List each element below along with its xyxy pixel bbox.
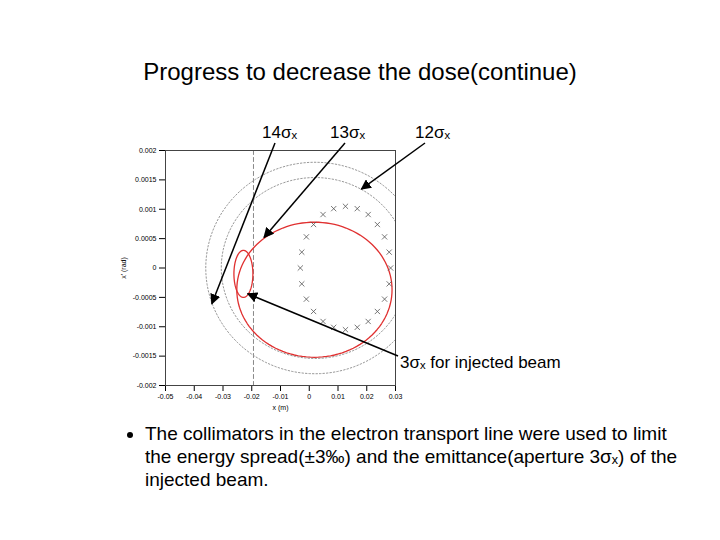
svg-text:-0.002: -0.002 [137,382,157,389]
svg-text:0: 0 [307,393,311,400]
html-text:Progress to decrease the dose(: Progress to decrease the dose(continue) [143,58,577,85]
svg-text:x (m): x (m) [273,404,289,412]
svg-text:0.03: 0.03 [389,393,403,400]
svg-text:0.0005: 0.0005 [135,235,157,242]
svg-text:-0.04: -0.04 [186,393,202,400]
svg-text:13σₓ: 13σₓ [330,123,365,142]
svg-text:-0.0015: -0.0015 [133,352,157,359]
svg-text:3σₓ for injected beam: 3σₓ for injected beam [400,353,561,372]
svg-text:-0.03: -0.03 [215,393,231,400]
svg-text:0: 0 [153,264,157,271]
svg-text:-0.02: -0.02 [244,393,260,400]
svg-text:-0.001: -0.001 [137,323,157,330]
svg-text:x' (rad): x' (rad) [120,257,128,279]
svg-text:-0.05: -0.05 [158,393,174,400]
svg-text:0.01: 0.01 [331,393,345,400]
svg-text:0.002: 0.002 [139,147,157,154]
svg-text:14σₓ: 14σₓ [262,123,297,142]
svg-text:12σₓ: 12σₓ [415,123,450,142]
svg-text:-0.0005: -0.0005 [133,294,157,301]
svg-text:0.0015: 0.0015 [135,176,157,183]
svg-text:0.001: 0.001 [139,205,157,212]
svg-text:0.02: 0.02 [360,393,374,400]
html-text:The collimators in the electro: The collimators in the electron transpor… [145,423,678,490]
svg-text:-0.01: -0.01 [273,393,289,400]
